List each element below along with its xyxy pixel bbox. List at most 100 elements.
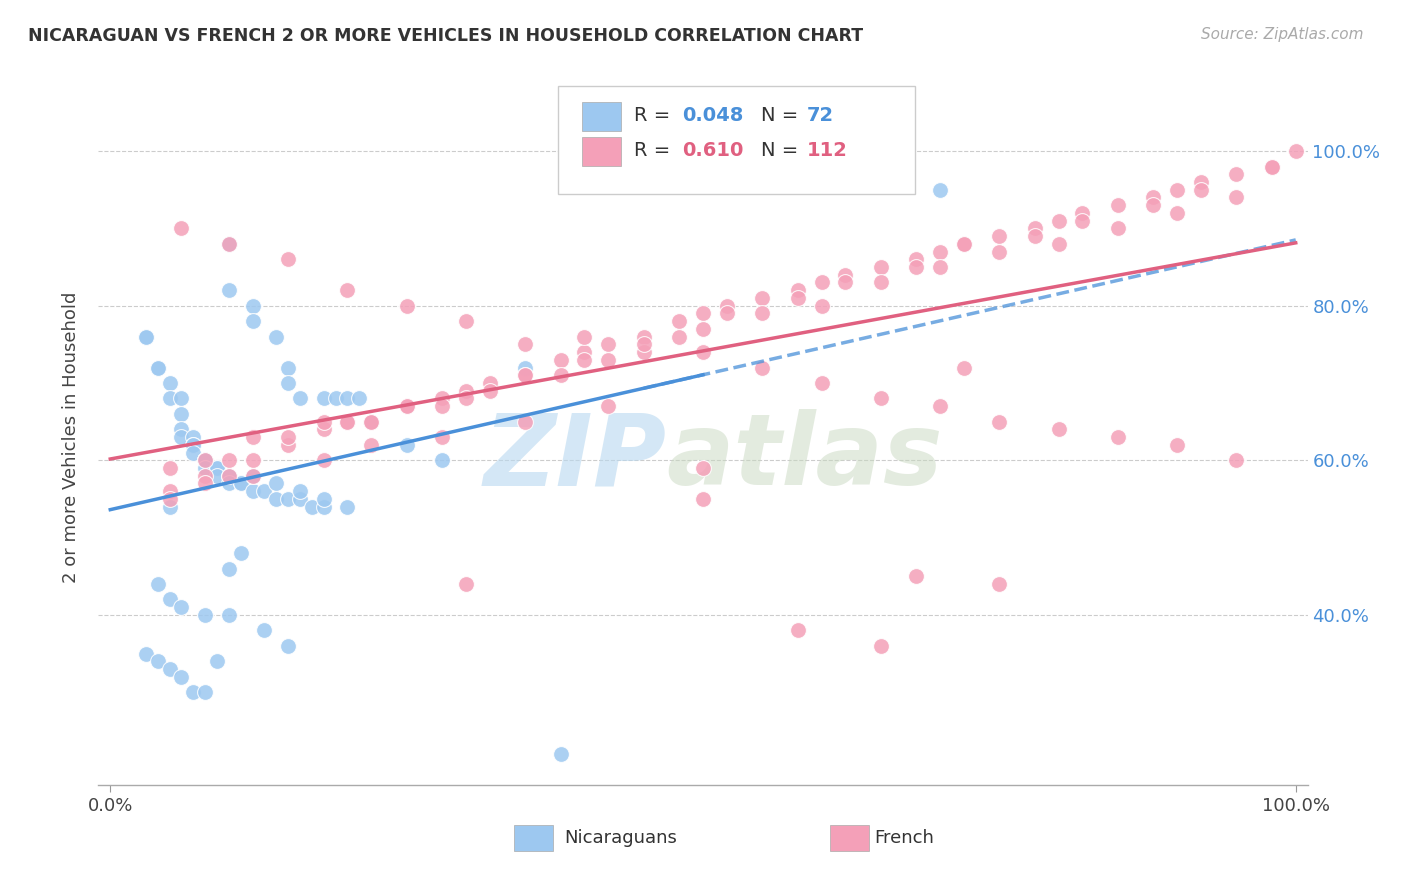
Point [751,306,773,320]
Point [869,392,891,406]
Text: ZIP: ZIP [484,409,666,507]
Point [277,376,299,390]
Point [170,422,193,436]
Text: 112: 112 [807,141,848,160]
Point [181,438,204,452]
Point [786,624,808,638]
Point [336,415,359,429]
Point [1166,206,1188,220]
Point [454,577,477,591]
Point [312,392,335,406]
Text: Nicaraguans: Nicaraguans [564,829,676,847]
Point [242,299,264,313]
Point [1225,167,1247,181]
Text: 72: 72 [807,106,834,125]
Text: 0.048: 0.048 [682,106,744,125]
Point [205,461,228,475]
Point [194,685,217,699]
Point [253,624,276,638]
Point [277,360,299,375]
Point [574,345,596,359]
Point [432,430,454,444]
Point [194,461,217,475]
Point [288,392,311,406]
Point [135,329,157,343]
Point [786,283,808,297]
Point [1285,144,1308,158]
Point [988,229,1011,244]
Point [1189,175,1212,189]
Point [515,368,537,383]
Point [1261,160,1284,174]
Point [242,314,264,328]
Point [515,337,537,351]
Point [633,329,655,343]
Point [288,484,311,499]
Point [277,491,299,506]
Point [218,283,240,297]
Point [1166,438,1188,452]
Point [395,438,418,452]
FancyBboxPatch shape [558,86,915,194]
Point [633,337,655,351]
Point [395,299,418,313]
Point [1107,430,1129,444]
Point [194,476,217,491]
Point [288,491,311,506]
Point [229,476,252,491]
Point [159,500,181,514]
Point [929,399,952,413]
Point [146,360,169,375]
Text: N =: N = [761,141,804,160]
Point [170,221,193,235]
Point [988,244,1011,259]
Point [336,500,359,514]
Point [515,368,537,383]
Text: atlas: atlas [666,409,943,507]
Point [159,392,181,406]
Point [312,491,335,506]
Point [218,476,240,491]
Point [550,368,572,383]
Point [550,747,572,761]
Point [336,392,359,406]
Point [692,461,714,475]
Point [515,360,537,375]
Point [905,569,928,583]
Point [253,484,276,499]
Point [633,345,655,359]
Point [550,352,572,367]
Point [988,415,1011,429]
Point [869,276,891,290]
Point [312,422,335,436]
Point [218,561,240,575]
Point [205,461,228,475]
Point [277,430,299,444]
Point [1225,190,1247,204]
Point [264,491,287,506]
Point [454,384,477,398]
Point [242,430,264,444]
Point [929,260,952,274]
Point [929,183,952,197]
Point [905,260,928,274]
Y-axis label: 2 or more Vehicles in Household: 2 or more Vehicles in Household [62,292,80,582]
Point [218,453,240,467]
Point [1024,229,1046,244]
Point [277,252,299,267]
Point [1166,183,1188,197]
Point [181,445,204,459]
Point [1189,183,1212,197]
Point [1071,206,1094,220]
Point [810,299,832,313]
Point [205,654,228,668]
Point [810,276,832,290]
Point [135,329,157,343]
Point [598,337,620,351]
Point [751,360,773,375]
Point [668,314,690,328]
Point [347,392,370,406]
Point [834,276,856,290]
FancyBboxPatch shape [582,102,621,131]
Point [336,415,359,429]
